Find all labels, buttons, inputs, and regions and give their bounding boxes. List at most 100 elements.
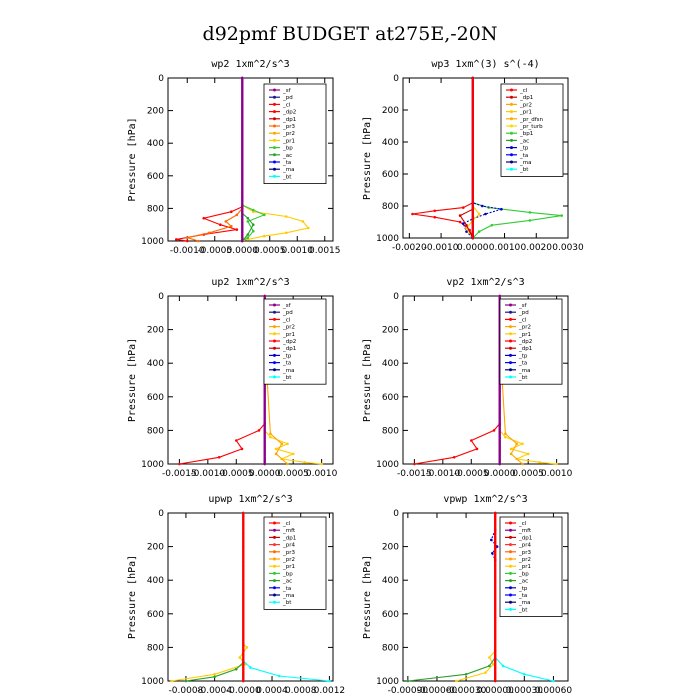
spine-marker	[242, 621, 245, 624]
series-point-ac	[406, 679, 410, 683]
spine-marker	[242, 676, 245, 679]
series-point-dp2	[475, 447, 479, 451]
legend-label: _tp	[518, 353, 528, 359]
x-tick-label: -0.0010	[425, 469, 460, 479]
spine-marker	[241, 182, 244, 186]
legend-marker-dp1	[509, 535, 512, 539]
y-tick-label: 400	[147, 139, 164, 149]
panel-title: wp3 1xm^(3) s^(-4)	[431, 59, 539, 70]
spine-marker	[498, 429, 501, 432]
series-point-bt	[523, 673, 526, 676]
y-tick-label: 0	[158, 509, 164, 519]
legend-label: _bt	[282, 375, 292, 381]
spine-marker	[494, 644, 497, 647]
spine-marker	[494, 543, 497, 547]
legend-label: _bt	[518, 375, 528, 381]
spine-marker	[242, 568, 245, 572]
series-point-pr2	[515, 442, 519, 446]
chart-panel-6: vpwp 1xm^2/s^3 Pressure [hPa] 0 200 400 600 80…	[362, 494, 572, 696]
spine-marker	[498, 434, 501, 437]
legend-marker-bp1	[510, 131, 513, 135]
legend-label: _dp1	[518, 535, 532, 541]
spine-marker	[241, 171, 244, 174]
y-tick-label: 200	[147, 326, 164, 336]
legend-label: _tp	[518, 586, 528, 592]
legend-marker-sf	[509, 303, 512, 307]
spine-marker	[242, 663, 245, 666]
spine-marker	[494, 669, 497, 673]
legend-label: _dp1	[282, 346, 296, 352]
spine-marker	[242, 521, 245, 525]
x-tick-label: 0.0000	[227, 246, 259, 256]
spine-marker	[241, 106, 244, 109]
series-point-tp	[481, 204, 484, 208]
series-point-bt	[501, 664, 505, 668]
legend-marker-dp2	[509, 339, 512, 343]
legend-marker-pr2	[273, 325, 276, 329]
legend-marker-dp1	[510, 95, 513, 99]
y-tick-label: 1000	[141, 460, 164, 470]
spine-marker	[241, 138, 244, 142]
spine-marker	[498, 404, 501, 407]
series-point-pr1	[291, 452, 295, 456]
series-line-tp	[490, 529, 498, 561]
legend-marker-pr2	[510, 102, 513, 106]
spine-marker	[498, 393, 501, 397]
legend-marker-tp	[273, 353, 276, 357]
legend-marker-pr1	[273, 564, 276, 568]
spine-marker	[242, 584, 245, 587]
spine-marker	[498, 430, 501, 434]
spine-marker	[241, 187, 244, 190]
legend-label: _cl	[282, 317, 291, 323]
legend-label: _ac	[282, 579, 292, 585]
chart-panel-1: wp2 1xm^2/s^3 Pressure [hPa] 0 200 400 600 800…	[127, 59, 341, 256]
spine-marker	[242, 563, 245, 567]
series-point-pr1	[526, 452, 530, 456]
legend-label: _pr3	[282, 124, 296, 130]
legend-label: _mft	[518, 528, 532, 534]
series-point-pr1	[509, 447, 513, 451]
series-point-ac	[464, 673, 468, 676]
spine-marker	[494, 619, 497, 622]
spine-marker	[241, 164, 244, 168]
legend-label: _ma	[282, 368, 294, 374]
series-point-pr1	[303, 461, 306, 464]
spine-marker	[242, 537, 245, 540]
spine-marker	[498, 452, 501, 456]
spine-marker	[242, 553, 245, 557]
legend-marker-ma	[509, 368, 512, 372]
spine-marker	[263, 422, 266, 425]
legend-label: _pr1	[518, 332, 531, 338]
y-tick-label: 400	[382, 138, 399, 148]
series-point-dp2	[235, 228, 239, 231]
spine-marker	[494, 612, 497, 615]
legend-marker-pd	[273, 95, 276, 99]
legend-marker-bp	[273, 571, 276, 575]
x-tick-label: 0.0004	[256, 686, 288, 696]
spine-marker	[494, 663, 497, 666]
series-point-dp2	[230, 210, 233, 213]
spine-marker	[241, 220, 244, 223]
legend-marker-bt	[509, 607, 512, 611]
legend-label: _ta	[282, 361, 291, 367]
spine-marker	[494, 535, 497, 538]
series-point-ac	[184, 679, 188, 683]
spine-marker	[242, 654, 245, 657]
spine-marker	[498, 405, 501, 409]
spine-marker	[242, 595, 245, 599]
spine-marker	[263, 409, 266, 412]
legend-label: _dp2	[518, 339, 532, 345]
legend-marker-dp1	[273, 346, 276, 350]
spine-marker	[241, 215, 244, 218]
legend-label: _sf	[282, 303, 292, 309]
spine-marker	[498, 422, 501, 425]
spine-marker	[263, 452, 266, 456]
y-tick-label: 0	[158, 74, 164, 84]
legend-marker-ma	[273, 167, 276, 171]
spine-marker	[494, 572, 497, 575]
spine-marker	[494, 528, 497, 531]
spine-marker	[242, 639, 245, 642]
series-line-tp	[462, 78, 502, 239]
legend-marker-ta	[273, 586, 276, 590]
